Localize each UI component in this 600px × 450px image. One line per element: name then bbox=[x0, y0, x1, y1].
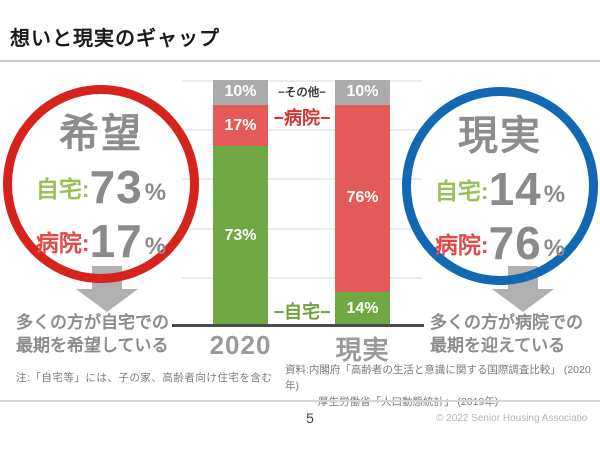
copyright: © 2022 Senior Housing Associatio bbox=[436, 413, 588, 424]
reality-hospital-row: 病院: 76 % bbox=[411, 217, 589, 269]
series-label-その他: −その他− bbox=[278, 87, 326, 99]
category-label-現実: 現実 bbox=[335, 335, 390, 365]
bar-segment-その他: 10% bbox=[335, 80, 390, 105]
reality-caption-line2: 最期を迎えている bbox=[430, 335, 566, 355]
reality-circle: 現実 自宅: 14 % 病院: 76 % bbox=[402, 87, 598, 285]
title-divider bbox=[0, 60, 600, 62]
bar-segment-その他: 10% bbox=[213, 80, 268, 105]
home-value: 73 bbox=[89, 161, 143, 213]
bar-segment-病院: 76% bbox=[335, 104, 390, 292]
bar-chart: 10% 17% 73% 10% 76% 14% −その他− −病院− −自宅− bbox=[182, 80, 422, 326]
hope-circle-title: 希望 bbox=[59, 112, 143, 156]
bar-segment-病院: 17% bbox=[213, 104, 268, 147]
series-label-病院: −病院− bbox=[273, 108, 331, 128]
reality-caption: 多くの方が病院での 最期を迎えている bbox=[430, 312, 583, 357]
hospital-label: 病院: bbox=[434, 232, 489, 258]
hope-caption-line1: 多くの方が自宅での bbox=[16, 313, 169, 332]
footnote: 注:「自宅等」には、子の家、高齢者向け住宅を含む bbox=[16, 372, 273, 384]
bar-segment-value: 17% bbox=[224, 116, 257, 134]
home-label: 自宅: bbox=[35, 176, 90, 202]
bar-segment-自宅: 73% bbox=[213, 146, 268, 326]
gridline bbox=[182, 80, 422, 82]
bar-segment-value: 14% bbox=[346, 299, 379, 317]
bar-segment-value: 10% bbox=[224, 83, 257, 101]
home-unit: % bbox=[543, 181, 566, 208]
source-line2: 厚生労働省「人口動態統計」 (2019年) bbox=[285, 395, 600, 411]
reality-caption-line1: 多くの方が病院での bbox=[430, 313, 583, 332]
hospital-label: 病院: bbox=[35, 230, 90, 256]
reality-home-row: 自宅: 14 % bbox=[411, 163, 589, 215]
series-label-自宅: −自宅− bbox=[273, 302, 331, 322]
hospital-value: 76 bbox=[488, 217, 542, 269]
hope-caption-line2: 最期を希望している bbox=[16, 335, 169, 355]
gridline bbox=[182, 129, 422, 132]
hope-circle: 希望 自宅: 73 % 病院: 17 % bbox=[3, 85, 199, 283]
hope-hospital-row: 病院: 17 % bbox=[12, 215, 190, 267]
home-value: 14 bbox=[488, 163, 542, 215]
reality-circle-title: 現実 bbox=[458, 114, 542, 158]
bar-segment-value: 10% bbox=[346, 83, 379, 101]
gridline bbox=[182, 178, 422, 181]
bar-2020: 10% 17% 73% bbox=[213, 80, 268, 326]
slide-title: 想いと現実のギャップ bbox=[10, 28, 220, 50]
hospital-unit: % bbox=[543, 235, 566, 262]
home-label: 自宅: bbox=[434, 178, 489, 204]
hospital-unit: % bbox=[144, 233, 167, 260]
gridline bbox=[182, 227, 422, 230]
hope-home-row: 自宅: 73 % bbox=[12, 161, 190, 213]
hope-caption: 多くの方が自宅での 最期を希望している bbox=[16, 312, 169, 357]
home-unit: % bbox=[144, 179, 167, 206]
gridline bbox=[182, 276, 422, 279]
source-line1: 資料:内閣府「高齢者の生活と意識に関する国際調査比較」 (2020年) bbox=[285, 364, 591, 392]
source-citation: 資料:内閣府「高齢者の生活と意識に関する国際調査比較」 (2020年) 厚生労働… bbox=[285, 363, 600, 410]
page-number: 5 bbox=[306, 410, 314, 426]
hospital-value: 17 bbox=[89, 215, 143, 267]
bar-segment-自宅: 14% bbox=[335, 291, 390, 326]
footer-divider bbox=[0, 400, 600, 402]
bar-現実: 10% 76% 14% bbox=[335, 80, 390, 326]
bar-segment-value: 76% bbox=[346, 189, 379, 207]
bar-segment-value: 73% bbox=[224, 227, 257, 245]
x-axis bbox=[172, 324, 424, 327]
category-label-2020: 2020 bbox=[209, 330, 272, 360]
